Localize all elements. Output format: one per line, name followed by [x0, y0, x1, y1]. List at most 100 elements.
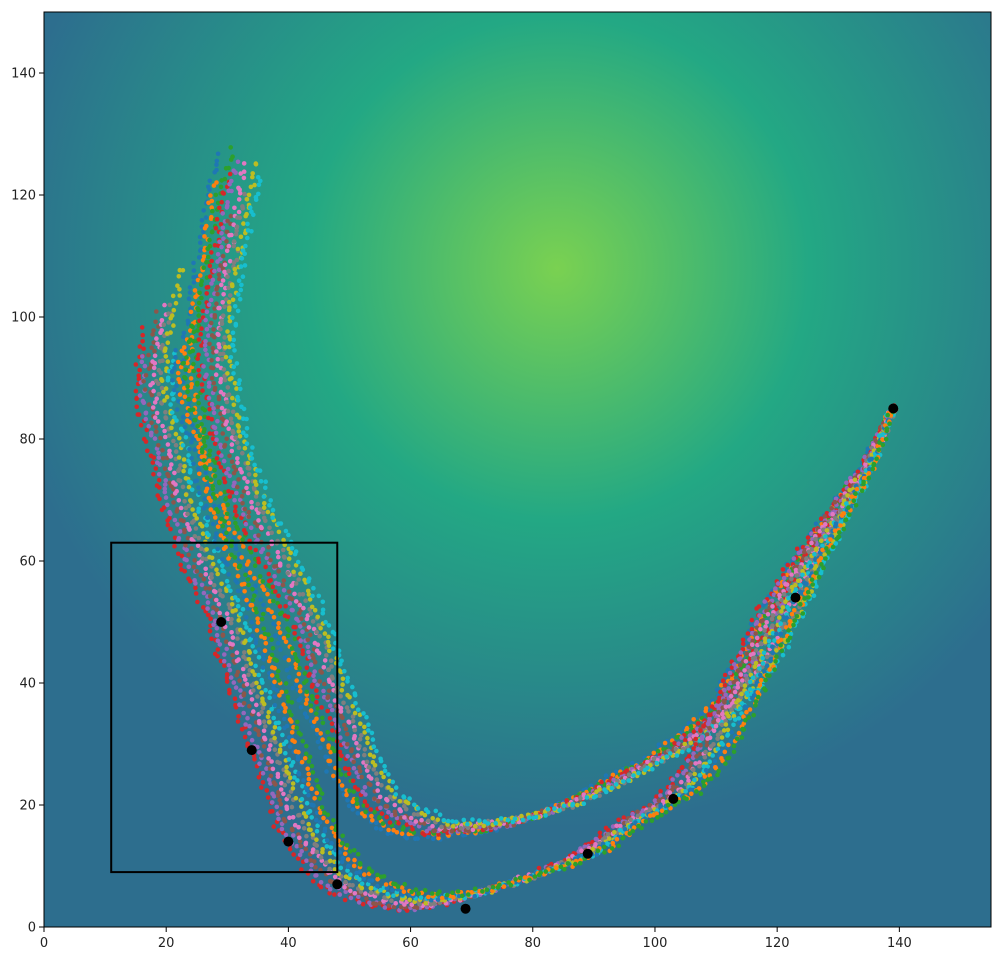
trajectory-point — [150, 405, 156, 410]
trajectory-point — [271, 621, 276, 626]
trajectory-point — [482, 819, 488, 824]
trajectory-point — [209, 401, 215, 407]
trajectory-point — [823, 522, 828, 527]
trajectory-point — [408, 820, 413, 826]
trajectory-point — [439, 824, 444, 830]
trajectory-point — [160, 456, 166, 461]
trajectory-point — [297, 684, 303, 689]
trajectory-point — [234, 386, 239, 391]
trajectory-point — [321, 694, 327, 700]
trajectory-point — [745, 692, 751, 698]
trajectory-point — [761, 650, 767, 656]
trajectory-point — [750, 675, 756, 681]
trajectory-point — [152, 353, 158, 359]
trajectory-point — [226, 527, 232, 532]
trajectory-point — [239, 493, 245, 499]
trajectory-point — [238, 627, 243, 633]
trajectory-point — [848, 479, 854, 484]
trajectory-point — [253, 663, 258, 669]
trajectory-point — [270, 507, 276, 513]
trajectory-point — [777, 592, 782, 598]
trajectory-point — [222, 652, 227, 657]
trajectory-point — [217, 479, 222, 485]
trajectory-point — [532, 874, 538, 879]
trajectory-point — [199, 343, 204, 348]
trajectory-point — [247, 703, 252, 709]
trajectory-point — [256, 647, 262, 652]
trajectory-point — [719, 683, 724, 688]
trajectory-point — [545, 806, 551, 812]
trajectory-point — [573, 861, 578, 867]
trajectory-point — [256, 556, 261, 562]
trajectory-point — [207, 628, 213, 634]
trajectory-point — [267, 598, 273, 604]
trajectory-point — [319, 805, 325, 810]
trajectory-point — [138, 422, 144, 428]
trajectory-point — [146, 423, 152, 429]
trajectory-point — [169, 369, 175, 375]
trajectory-point — [235, 159, 241, 165]
trajectory-point — [315, 739, 321, 745]
trajectory-point — [262, 501, 267, 506]
trajectory-point — [280, 732, 285, 738]
trajectory-point — [270, 766, 276, 772]
trajectory-point — [276, 569, 282, 574]
trajectory-point — [729, 665, 735, 670]
trajectory-point — [829, 506, 834, 511]
trajectory-point — [330, 745, 335, 751]
trajectory-point — [325, 639, 331, 645]
trajectory-point — [597, 793, 602, 798]
trajectory-point — [209, 572, 214, 577]
trajectory-point — [235, 588, 241, 594]
trajectory-point — [278, 521, 284, 526]
trajectory-point — [266, 777, 272, 782]
trajectory-point — [536, 872, 542, 878]
trajectory-point — [636, 823, 641, 829]
trajectory-point — [315, 682, 320, 688]
trajectory-point — [386, 772, 391, 777]
trajectory-point — [305, 766, 311, 772]
trajectory-point — [655, 815, 660, 820]
trajectory-point — [332, 874, 338, 880]
trajectory-point — [213, 535, 218, 540]
trajectory-point — [255, 175, 261, 180]
trajectory-point — [296, 671, 302, 677]
trajectory-point — [875, 443, 880, 449]
trajectory-point — [208, 297, 214, 303]
trajectory-point — [235, 456, 240, 461]
trajectory-point — [141, 379, 146, 384]
trajectory-point — [227, 318, 233, 324]
trajectory-point — [236, 292, 241, 297]
trajectory-point — [165, 359, 171, 364]
trajectory-point — [243, 521, 249, 527]
trajectory-point — [397, 799, 403, 804]
trajectory-point — [227, 687, 232, 693]
trajectory-point — [217, 205, 222, 211]
trajectory-point — [822, 552, 827, 557]
trajectory-point — [151, 372, 157, 378]
trajectory-point — [233, 702, 238, 708]
trajectory-point — [287, 815, 292, 821]
trajectory-point — [187, 446, 192, 452]
trajectory-point — [751, 712, 756, 718]
trajectory-point — [253, 589, 259, 595]
trajectory-point — [325, 694, 331, 699]
trajectory-point — [140, 339, 145, 344]
trajectory-point — [254, 490, 260, 495]
trajectory-point — [781, 615, 787, 620]
trajectory-point — [212, 441, 218, 447]
trajectory-point — [209, 575, 214, 580]
trajectory-point — [260, 705, 266, 711]
trajectory-point — [362, 785, 368, 790]
trajectory-point — [212, 313, 218, 318]
trajectory-point — [240, 666, 246, 672]
trajectory-point — [196, 444, 201, 450]
trajectory-point — [171, 387, 177, 393]
trajectory-point — [279, 689, 285, 695]
trajectory-point — [375, 883, 380, 889]
trajectory-point — [376, 815, 382, 821]
trajectory-point — [265, 552, 271, 557]
trajectory-point — [283, 832, 289, 838]
trajectory-point — [188, 328, 193, 333]
trajectory-point — [182, 345, 187, 350]
